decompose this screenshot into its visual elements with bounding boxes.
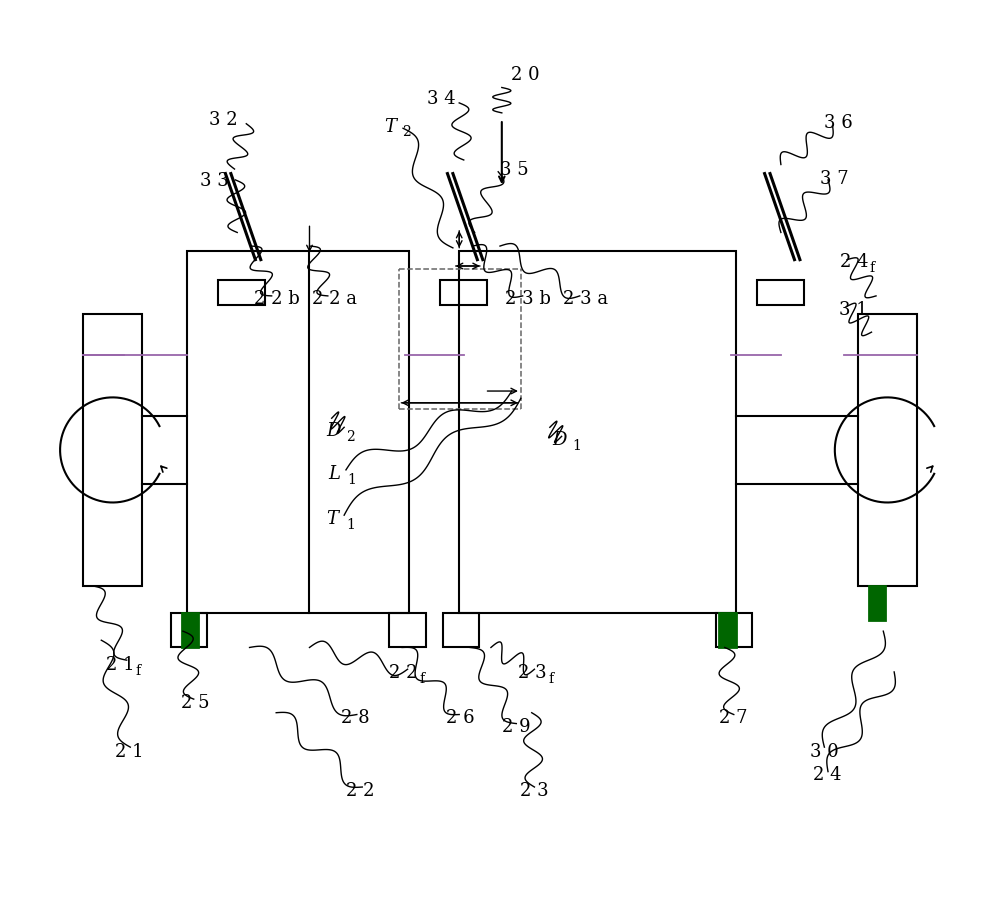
Text: D: D xyxy=(553,431,567,448)
Text: 3 3: 3 3 xyxy=(200,172,229,189)
Text: 3 2: 3 2 xyxy=(209,111,238,129)
Text: 2 4: 2 4 xyxy=(813,766,841,784)
Text: 2 2 a: 2 2 a xyxy=(312,289,357,307)
Text: 2 0: 2 0 xyxy=(511,66,539,84)
Text: 2 9: 2 9 xyxy=(502,718,530,735)
Text: 3 7: 3 7 xyxy=(820,170,848,187)
Text: 1: 1 xyxy=(348,472,357,486)
Text: 1: 1 xyxy=(572,439,581,453)
Bar xyxy=(869,586,885,620)
Bar xyxy=(187,251,409,613)
Bar xyxy=(440,280,487,306)
Bar xyxy=(443,613,479,648)
Bar xyxy=(218,280,265,306)
Text: f: f xyxy=(136,664,141,677)
Text: f: f xyxy=(548,672,553,686)
Text: 2 4: 2 4 xyxy=(840,254,868,271)
Text: 2 6: 2 6 xyxy=(446,709,474,726)
Text: T: T xyxy=(384,118,396,135)
Text: 1: 1 xyxy=(346,517,355,532)
Text: 2 3: 2 3 xyxy=(518,664,547,681)
Text: 2 2 b: 2 2 b xyxy=(254,289,299,307)
Text: 3 5: 3 5 xyxy=(500,161,529,179)
Text: 2 1: 2 1 xyxy=(106,655,134,673)
Text: L: L xyxy=(328,464,340,482)
Bar xyxy=(858,314,917,586)
Text: 3 6: 3 6 xyxy=(824,114,853,131)
Text: 2 3 a: 2 3 a xyxy=(563,289,609,307)
Text: 2 2: 2 2 xyxy=(389,664,418,681)
Bar xyxy=(182,613,198,648)
Text: 2: 2 xyxy=(346,430,355,444)
Text: 3 4: 3 4 xyxy=(427,90,455,108)
Bar xyxy=(389,613,426,648)
Bar xyxy=(83,314,142,586)
Text: f: f xyxy=(419,672,424,686)
Text: D: D xyxy=(326,422,340,439)
Text: 2 3: 2 3 xyxy=(520,781,549,799)
Text: 2 1: 2 1 xyxy=(115,742,144,760)
Bar xyxy=(171,613,207,648)
Text: 2 2: 2 2 xyxy=(346,781,374,799)
Text: 2 8: 2 8 xyxy=(341,709,370,726)
Bar xyxy=(716,613,752,648)
Text: 3 1: 3 1 xyxy=(839,301,868,319)
Text: 2 7: 2 7 xyxy=(719,709,748,726)
Text: f: f xyxy=(870,261,875,275)
Bar xyxy=(719,613,736,648)
Text: 2 5: 2 5 xyxy=(181,693,210,711)
Bar xyxy=(459,251,736,613)
Text: 2 3 b: 2 3 b xyxy=(505,289,550,307)
Bar xyxy=(757,280,804,306)
Text: T: T xyxy=(326,509,338,528)
Text: 3 0: 3 0 xyxy=(810,742,839,760)
Text: 2: 2 xyxy=(402,125,411,139)
